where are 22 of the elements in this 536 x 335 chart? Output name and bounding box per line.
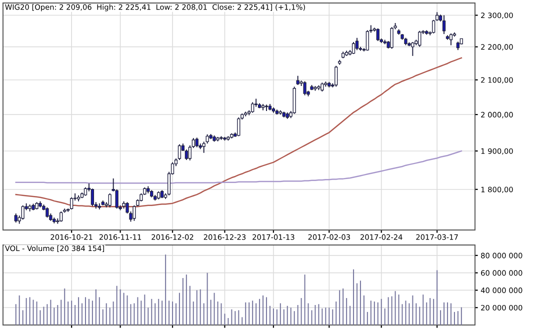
candlestick xyxy=(411,42,414,56)
candlestick xyxy=(334,65,338,88)
candlestick xyxy=(296,75,300,86)
candlestick xyxy=(14,212,18,223)
candlestick xyxy=(195,137,198,148)
candlestick xyxy=(390,26,394,50)
candlestick xyxy=(21,204,24,220)
candlestick xyxy=(46,206,49,218)
candlestick xyxy=(132,204,136,222)
candlestick xyxy=(352,42,356,54)
candlestick xyxy=(251,102,254,114)
candlestick xyxy=(449,32,453,46)
candlestick xyxy=(442,14,446,35)
candlestick xyxy=(355,37,359,51)
candlestick xyxy=(108,192,112,208)
candlestick xyxy=(376,28,380,42)
candlestick xyxy=(60,210,63,222)
candlestick xyxy=(418,30,422,48)
candlestick xyxy=(70,196,74,210)
candlestick xyxy=(237,116,240,137)
candlestick xyxy=(303,80,306,96)
line-series xyxy=(15,150,462,184)
